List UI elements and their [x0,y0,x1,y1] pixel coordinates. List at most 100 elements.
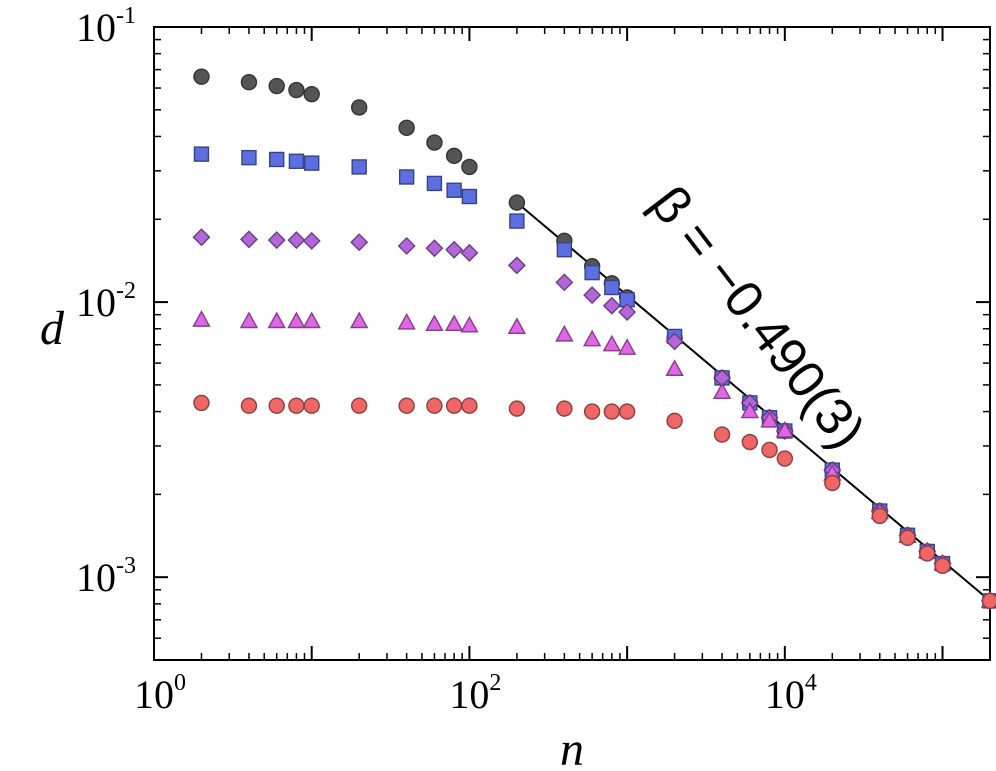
data-point-blue [446,182,462,198]
data-point-black [350,99,368,116]
data-point-red [240,397,258,414]
data-point-red [981,592,996,610]
data-point-magenta [602,334,622,352]
data-point-red [919,545,936,562]
data-point-red [288,397,305,414]
data-point-magenta [617,338,637,355]
data-point-red [426,397,443,414]
data-point-red [508,400,526,417]
data-point-blue [461,188,478,205]
data-point-red [824,474,841,492]
y-tick-label: 10-2 [76,278,136,325]
data-point-blue [193,146,210,162]
data-point-purple [445,240,464,259]
data-point-red [303,397,320,414]
data-point-black [193,68,210,85]
data-point-magenta [712,382,732,399]
data-point-magenta [287,311,306,329]
data-point-purple [267,231,286,250]
data-point-magenta [740,401,760,419]
data-point-blue [288,153,305,169]
data-point-magenta [239,311,259,329]
x-axis-label: n [560,723,584,771]
data-point-blue [426,175,443,192]
data-point-purple [555,273,574,292]
data-point-black [240,74,258,91]
data-point-magenta [444,314,464,332]
data-point-red [776,450,794,467]
data-point-magenta [665,359,684,376]
data-point-black [426,134,443,151]
data-point-red [268,397,285,414]
data-point-magenta [460,315,479,333]
data-point-red [461,397,478,414]
data-point-blue [509,213,525,229]
data-point-magenta [507,317,527,334]
data-point-magenta [775,421,795,438]
data-point-black [268,77,285,95]
data-point-purple [192,228,211,247]
data-point-black [303,85,320,103]
data-point-purple [425,239,444,258]
data-point-black [445,147,463,165]
data-points [192,68,996,610]
axis-ticks [153,26,991,661]
plot-frame [153,26,991,661]
data-point-blue [556,242,573,258]
data-point-purple [665,332,684,351]
data-point-black [508,194,526,211]
data-point-magenta [760,410,779,428]
data-point-red [899,529,916,547]
data-point-blue [584,264,600,281]
data-point-magenta [582,329,602,347]
data-point-red [618,403,636,420]
data-point-magenta [397,312,416,330]
data-point-magenta [267,311,286,329]
data-point-purple [583,286,602,305]
data-point-red [556,400,573,417]
axis-tick-labels: 100 102 104 10-3 10-2 10-1 [76,3,817,717]
data-point-purple [287,231,306,250]
data-point-magenta [302,311,321,329]
data-point-black [288,81,305,99]
x-tick-label: 100 [134,670,186,717]
data-point-blue [604,279,620,296]
data-point-red [193,394,210,412]
data-point-red [398,397,415,414]
data-point-red [713,426,731,443]
x-tick-label: 102 [449,670,501,717]
data-point-red [666,412,683,430]
data-point-red [871,507,888,525]
data-point-purple [302,231,321,250]
data-point-purple [397,236,416,255]
data-point-blue [351,159,367,175]
data-point-magenta [425,314,444,332]
y-tick-label: 10-1 [76,3,136,50]
data-point-purple [507,256,526,275]
data-point-red [583,403,601,420]
data-point-purple [460,243,479,262]
data-point-purple [239,230,258,249]
data-point-blue [304,155,320,171]
data-point-blue [241,149,257,166]
x-tick-label: 104 [765,670,817,717]
data-point-red [761,441,778,459]
data-point-black [398,119,415,137]
data-point-red [350,397,368,414]
data-point-purple [350,233,369,252]
data-point-red [741,433,759,451]
y-axis-label: d [40,302,65,355]
data-point-magenta [349,311,369,329]
data-point-blue [269,151,285,168]
data-point-red [445,397,463,414]
data-point-black [461,158,478,176]
data-point-magenta [555,324,574,342]
data-point-purple [618,303,637,322]
data-point-blue [398,169,415,185]
data-point-red [603,403,621,420]
data-point-red [934,557,951,575]
data-point-magenta [192,310,211,327]
data-point-purple [602,296,621,315]
y-tick-label: 10-3 [76,553,136,600]
